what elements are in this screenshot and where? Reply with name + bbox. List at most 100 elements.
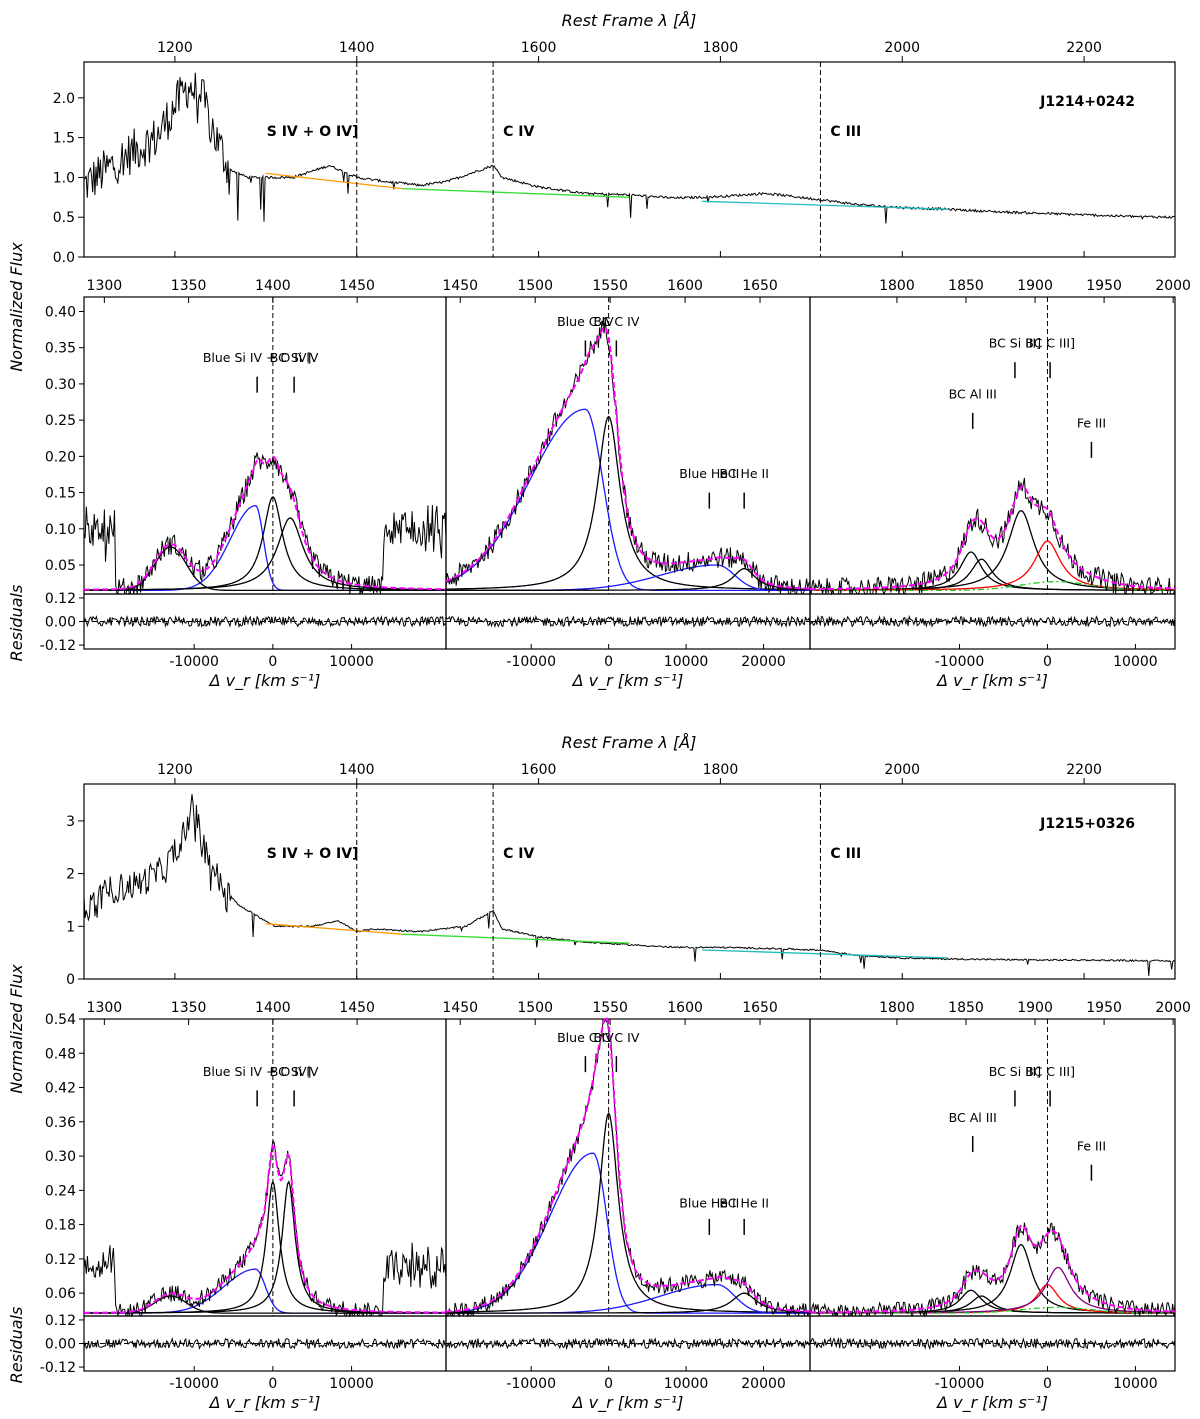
velocity-tick-label: -10000 <box>935 654 985 670</box>
velocity-tick-label: 0 <box>268 654 277 670</box>
figure-block-j1215+0326: Rest Frame λ [Å]1200 1400 1600 1800 2000 2200… <box>7 733 1191 1413</box>
panel-ytick-label: 0.24 <box>45 1183 76 1199</box>
velocity-tick-label: -10000 <box>169 1376 219 1392</box>
velocity-tick-label: 20000 <box>741 654 786 670</box>
object-name: J1214+0242 <box>1039 94 1135 110</box>
velocity-axis-label: Δ v_r [km s⁻¹] <box>935 671 1048 691</box>
velocity-tick-label: 0 <box>604 654 613 670</box>
region-label: C IV <box>503 846 534 862</box>
overview-spectrum <box>83 794 1176 976</box>
continuum-fit <box>702 200 948 210</box>
wavelength-tick-label: 1850 <box>948 1000 984 1016</box>
overview-spectrum <box>83 72 1176 224</box>
velocity-axis-label: Δ v_r [km s⁻¹] <box>571 671 684 691</box>
wavelength-tick-label: 1550 <box>592 278 628 294</box>
line-annotation: Fe III <box>1077 1138 1106 1153</box>
overview-frame <box>83 783 1176 980</box>
residual-curve <box>809 614 1176 628</box>
component-data <box>83 1180 446 1314</box>
velocity-tick-label: -10000 <box>506 654 556 670</box>
panel-ytick-label: 0.10 <box>45 522 76 538</box>
top-axis-label: Rest Frame λ [Å] <box>562 11 697 30</box>
residual-ytick-label: -0.12 <box>40 638 76 654</box>
observed-spectrum <box>83 1139 447 1318</box>
residual-ytick-label: 0.12 <box>45 591 76 607</box>
residual-curve <box>83 1336 447 1350</box>
line-annotation: Blue He II <box>679 466 739 481</box>
line-annotation: Blue C IV <box>557 1030 614 1045</box>
velocity-tick-label: -10000 <box>935 1376 985 1392</box>
figure-block-j1214+0242: Rest Frame λ [Å] 1200 1400 1600 1800 2000 2200… <box>7 11 1191 691</box>
component-profiles <box>810 1243 1175 1314</box>
observed-spectrum <box>445 1017 811 1318</box>
line-annotation: BC Al III <box>949 1110 997 1125</box>
wavelength-tick-label: 1950 <box>1086 1000 1122 1016</box>
velocity-tick-label: 0 <box>1043 654 1052 670</box>
wavelength-tick-label: 1500 <box>517 278 553 294</box>
line-annotation: BC Si IV <box>270 350 319 365</box>
component-profiles <box>810 510 1175 592</box>
velocity-tick-label: 0 <box>1043 1376 1052 1392</box>
line-annotation: BC C IV <box>593 1030 639 1045</box>
line-annotation: Blue Si IV + O IV] <box>203 350 312 365</box>
wavelength-tick-label: 1350 <box>171 278 207 294</box>
overview-ytick-label: 0.0 <box>53 250 75 266</box>
overview-xtick-label: 1600 <box>521 40 557 56</box>
residual-ytick-label: -0.12 <box>40 1360 76 1376</box>
region-label: S IV + O IV] <box>267 124 359 140</box>
panel-ytick-label: 0.42 <box>45 1081 76 1097</box>
panel-2: 1800 1850 1900 1950 2000 -10000 0 10000 Δ v_r [k… <box>809 278 1191 691</box>
panel-frame <box>445 1018 811 1317</box>
observed-spectrum <box>809 477 1176 596</box>
panel-ytick-label: 0.30 <box>45 377 76 393</box>
line-annotation: BC He II <box>719 466 769 481</box>
wavelength-tick-label: 1450 <box>339 1000 375 1016</box>
overview-ytick-label: 1.0 <box>53 170 75 186</box>
velocity-tick-label: 10000 <box>329 654 374 670</box>
panel-ytick-label: 0.40 <box>45 304 76 320</box>
component-blue <box>446 1152 810 1314</box>
wavelength-tick-label: 1600 <box>667 278 703 294</box>
panel-ytick-label: 0.12 <box>45 1252 76 1268</box>
velocity-axis-label: Δ v_r [km s⁻¹] <box>208 1393 321 1413</box>
residual-ytick-label: 0.00 <box>45 1337 76 1353</box>
component-data <box>446 1111 810 1314</box>
wavelength-tick-label: 1450 <box>442 278 478 294</box>
residual-axis-label: Residuals <box>7 585 26 662</box>
total-fit <box>810 485 1176 591</box>
residual-curve <box>83 614 447 629</box>
wavelength-tick-label: 1650 <box>742 278 778 294</box>
residual-ytick-label: 0.12 <box>45 1313 76 1329</box>
overview-xtick-label: 2200 <box>1066 40 1102 56</box>
panel-ytick-label: 0.36 <box>45 1115 76 1131</box>
component-data <box>446 415 810 591</box>
y-axis-label: Normalized Flux <box>7 242 26 372</box>
velocity-tick-label: 10000 <box>1113 654 1158 670</box>
velocity-tick-label: 20000 <box>741 1376 786 1392</box>
panel-ytick-label: 0.30 <box>45 1149 76 1165</box>
velocity-tick-label: 10000 <box>1113 1376 1158 1392</box>
panel-2: 1800 1850 1900 1950 2000 -10000 0 10000 Δ v_r [k… <box>809 1000 1191 1413</box>
line-annotation: Fe III <box>1077 415 1106 430</box>
total-fit <box>445 1015 810 1313</box>
residual-curve <box>809 1336 1176 1351</box>
overview-xtick-label: 1800 <box>703 762 739 778</box>
overview-xtick-label: 2000 <box>884 40 920 56</box>
overview-ytick-label: 0.5 <box>53 210 75 226</box>
panel-ytick-label: 0.05 <box>45 558 76 574</box>
component-green_dash <box>810 1306 1175 1314</box>
component-red <box>810 1283 1175 1314</box>
residual-curve <box>445 1337 811 1351</box>
total-fit <box>810 1224 1175 1314</box>
overview-xtick-label: 2000 <box>884 762 920 778</box>
panel-ytick-label: 0.20 <box>45 449 76 465</box>
continuum-fit <box>402 933 630 944</box>
panel-ytick-label: 0.15 <box>45 486 76 502</box>
overview-frame <box>83 61 1176 258</box>
total-fit <box>84 1144 446 1314</box>
panel-1: 1450 1500 1550 1600 1650 -10000 0 10000 20000 Δ v… <box>442 1000 811 1413</box>
y-axis-label: Normalized Flux <box>7 964 26 1094</box>
wavelength-tick-label: 1950 <box>1086 278 1122 294</box>
wavelength-tick-label: 1550 <box>592 1000 628 1016</box>
